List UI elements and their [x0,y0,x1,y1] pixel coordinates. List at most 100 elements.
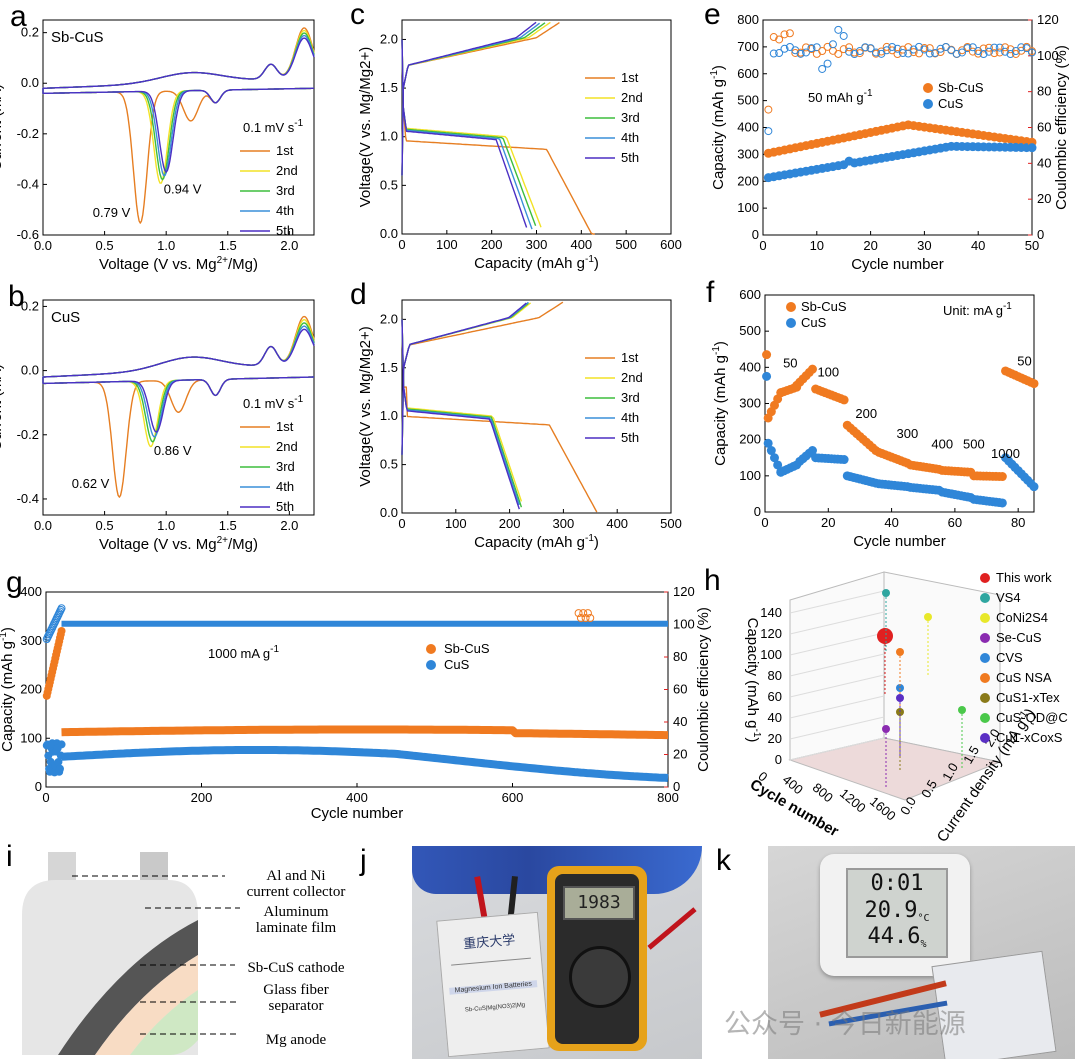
callout-text-7: Mg anode [266,1032,327,1048]
y2-tick-label: 120 [1037,12,1059,27]
sbcus-ce-point [775,35,784,44]
x-tick-label: 20 [863,238,877,253]
cv-curve-a-5th [42,37,315,173]
y-tick-label: 500 [737,93,759,108]
x-tick-label: 2.0 [280,518,298,533]
panel-label-j: j [359,844,367,877]
charge-curve-d-1st [401,301,564,455]
gridline [789,674,885,698]
y-tick-label: 0 [35,779,42,794]
y-tick-label: 200 [739,432,761,447]
panel-k-photo: 0:01 20.9 °C 44.6 % [768,846,1075,1059]
legend-label-3rd: 3rd [621,110,640,125]
cus-ce-point [1011,47,1020,56]
separator-layer [95,955,198,1055]
cus-rate-point [773,460,783,470]
legend-label-5th: 5th [621,150,639,165]
cus-capacity-point [54,757,63,766]
sbcus-ce-point [574,609,583,618]
y-tick-label: -0.2 [17,427,39,442]
x-tick-label: 0.0 [34,518,52,533]
cv-curve-b-4th [42,325,315,438]
x-tick-label: 20 [821,515,835,530]
legend-label-6: CuS1-xTex [996,690,1060,705]
panel-label-f: f [706,276,715,309]
y-tick-label: 0 [754,504,761,519]
cus-ce-point [57,604,66,613]
cus-ce-point [898,49,907,58]
sbcus-ce-point [909,48,918,57]
humidity-unit: % [920,939,927,950]
sbcus-ce-point [769,33,778,42]
legend-label-3rd: 3rd [276,183,295,198]
cus-ce-point [812,43,821,52]
cus-ce-point [775,49,784,58]
cus-ce-point [931,49,940,58]
sbcus-ce-point [780,30,789,39]
legend-label-2nd: 2nd [276,163,298,178]
cus-ce-point [828,40,837,49]
x-axis-label-g: Cycle number [311,805,404,822]
cus-rate-point [1029,482,1039,492]
sbcus-ce-point [995,48,1004,57]
x-tick-label: 0.0 [34,238,52,253]
sbcus-ce-point [893,50,902,59]
y-tick-label: 1.0 [380,408,398,423]
charge-curve-c-4th [401,22,541,176]
legend-dot-6 [980,693,990,703]
sbcus-capacity-band [60,725,669,740]
panel-title-b: CuS [51,309,80,326]
rate-label-5: 500 [963,437,985,452]
cus-rate-point [839,455,849,465]
y-tick-label: -0.6 [17,227,39,242]
y-tick-label: 200 [737,173,759,188]
x-tick-label: 400 [606,516,628,531]
anode-layer [130,990,198,1055]
discharge-curve-d-2nd [401,319,523,502]
y-tick-label: -0.4 [17,491,39,506]
sbcus-ce-point [925,44,934,53]
x-tick-label: 60 [948,515,962,530]
y-tick-label: 0.0 [380,505,398,520]
y-axis-label-c: Voltage(V vs. Mg/Mg2+) [357,47,374,208]
x-tick-label: 40 [971,238,985,253]
sbcus-rate-point [762,350,772,360]
legend-label-sbcus: Sb-CuS [801,299,847,314]
cus-ce-point [845,47,854,56]
y-tick-label: 2.0 [380,311,398,326]
rate-label-3: 300 [897,426,919,441]
cus-rate-point [762,371,772,381]
sbcus-ce-point [877,47,886,56]
cus-ce-point [958,48,967,57]
sbcus-ce-point [586,614,595,622]
legend-label-cus: CuS [801,315,827,330]
cus-ce-point [979,50,988,59]
sbcus-ce-point [990,49,999,58]
discharge-curve-d-3rd [401,319,523,508]
y-tick-label: 300 [737,146,759,161]
pouch-formula: Sb-CuS|Mg(NO3)2|Mg [464,1002,526,1014]
legend-label-3rd: 3rd [621,390,640,405]
legend-label-sbcus: Sb-CuS [938,80,984,95]
cus-rate-point [769,453,779,463]
legend-label-0: This work [996,570,1052,585]
x-tick-label: 0 [761,515,768,530]
y-tick-label: 400 [737,120,759,135]
x-tick-label: 0 [42,790,49,805]
y2-tick-label: 100 [673,617,695,632]
panel-label-h: h [704,564,721,597]
sbcus-ce-point [1006,45,1015,54]
humidity-value: 44.6 [867,924,921,949]
discharge-curve-c-2nd [401,39,542,228]
cus-capacity-band [60,746,669,782]
x-tick-label: 30 [917,238,931,253]
y-tick-label: 200 [20,682,42,697]
x-tick-label: 1.5 [219,518,237,533]
red-lead [647,907,697,950]
cv-curve-b-5th [42,328,315,433]
y2-tick-label: 80 [673,649,687,664]
sbcus-ce-point [579,609,588,618]
y2-tick-label: 120 [673,584,695,599]
z-tick-label: 40 [768,710,782,725]
charge-curve-d-3rd [401,302,529,455]
